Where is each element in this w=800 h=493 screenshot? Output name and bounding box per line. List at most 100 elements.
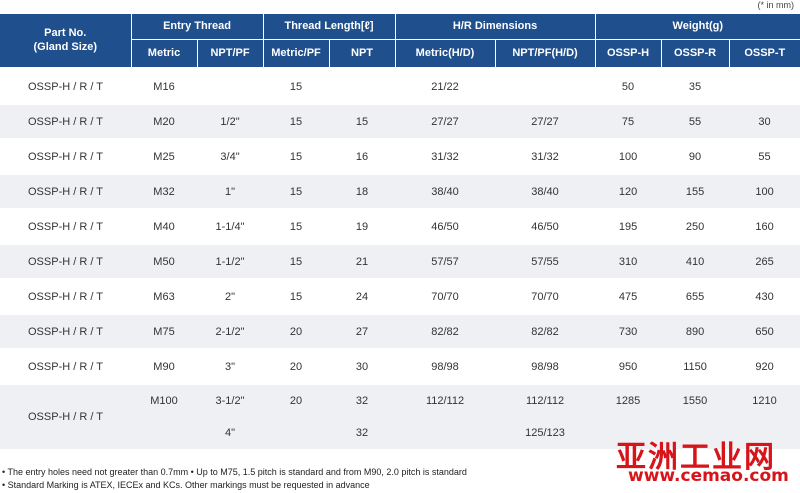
cell-part: OSSP-H / R / T (0, 105, 131, 138)
cell-metric: M40 (131, 208, 197, 245)
header-entry-thread: Entry Thread (131, 14, 264, 40)
cell-npt-pf: 3-1/2" (197, 385, 264, 417)
cell-tl-npt: 18 (329, 175, 396, 208)
header-part-no: Part No. (Gland Size) (0, 14, 132, 68)
cell-metric: M75 (131, 315, 197, 348)
cell-hr-metric: 27/27 (395, 105, 496, 138)
header-npt: NPT (329, 39, 396, 68)
unit-note: (* in mm) (757, 0, 795, 10)
cell-hr-npt: 38/40 (495, 175, 596, 208)
cell-npt-pf: 1/2" (197, 105, 264, 138)
cell-tl-npt: 15 (329, 105, 396, 138)
cell-weight-t (729, 67, 800, 105)
cell-weight-h: 50 (595, 67, 662, 105)
header-ossp-h: OSSP-H (595, 39, 662, 68)
cell-weight-h: 310 (595, 245, 662, 278)
cell-tl-npt: 21 (329, 245, 396, 278)
cell-weight-h: 950 (595, 348, 662, 385)
cell-hr-npt: 46/50 (495, 208, 596, 245)
cell-tl-metric: 15 (263, 175, 330, 208)
footnotes: • The entry holes need not greater than … (2, 466, 467, 492)
watermark-logo: 亚洲工业网 www.cemao.com (612, 432, 798, 490)
cell-weight-r (661, 417, 730, 449)
footnote-line: • Standard Marking is ATEX, IECEx and KC… (2, 480, 370, 490)
cell-metric (131, 417, 197, 449)
cell-tl-npt: 19 (329, 208, 396, 245)
cell-part: OSSP-H / R / T (0, 315, 131, 348)
cell-npt-pf: 1" (197, 175, 264, 208)
table-row: OSSP-H / R / T M25 3/4" 15 16 31/32 31/32 100 90… (0, 138, 800, 175)
table-row: OSSP-H / R / T M16 15 21/22 50 35 (0, 67, 800, 105)
header-metric-hd: Metric(H/D) (395, 39, 496, 68)
spec-table: Part No. (Gland Size) Entry Thread Threa… (0, 14, 800, 449)
cell-weight-t: 920 (729, 348, 800, 385)
cell-npt-pf: 1-1/2" (197, 245, 264, 278)
cell-weight-t: 55 (729, 138, 800, 175)
cell-metric: M90 (131, 348, 197, 385)
cell-part: OSSP-H / R / T (0, 67, 131, 105)
cell-hr-metric: 31/32 (395, 138, 496, 175)
header-npt-pf-hd: NPT/PF(H/D) (495, 39, 596, 68)
cell-metric: M50 (131, 245, 197, 278)
cell-hr-npt: 82/82 (495, 315, 596, 348)
footnote-line: • The entry holes need not greater than … (2, 467, 467, 477)
cell-weight-h: 195 (595, 208, 662, 245)
table-row: OSSP-H / R / T M75 2-1/2" 20 27 82/82 82/82 730… (0, 315, 800, 348)
cell-weight-t: 100 (729, 175, 800, 208)
cell-tl-npt: 32 (329, 417, 396, 449)
table-row: OSSP-H / R / T M90 3" 20 30 98/98 98/98 950 1150… (0, 348, 800, 385)
header-hr-dimensions: H/R Dimensions (395, 14, 596, 40)
table-row: OSSP-H / R / T M20 1/2" 15 15 27/27 27/27 75 55 3… (0, 105, 800, 138)
cell-tl-npt: 24 (329, 278, 396, 315)
table-row: OSSP-H / R / T M32 1" 15 18 38/40 38/40 120 155 1… (0, 175, 800, 208)
cell-weight-r: 890 (661, 315, 730, 348)
cell-hr-npt: 27/27 (495, 105, 596, 138)
cell-tl-metric: 20 (263, 315, 330, 348)
cell-weight-r: 655 (661, 278, 730, 315)
watermark-cn: 亚洲工业网 (616, 440, 776, 475)
table-row: OSSP-H / R / T M40 1-1/4" 15 19 46/50 46/50 195… (0, 208, 800, 245)
cell-tl-metric: 20 (263, 385, 330, 417)
cell-weight-h: 1285 (595, 385, 662, 417)
cell-part: OSSP-H / R / T (0, 208, 131, 245)
table-row: 4" 32 125/123 (0, 417, 800, 449)
cell-hr-metric: 57/57 (395, 245, 496, 278)
cell-npt-pf (197, 67, 264, 105)
cell-hr-npt: 112/112 (495, 385, 596, 417)
header-row-groups: Part No. (Gland Size) Entry Thread Threa… (0, 14, 800, 68)
cell-hr-npt: 57/55 (495, 245, 596, 278)
cell-metric: M100 (131, 385, 197, 417)
cell-metric: M32 (131, 175, 197, 208)
cell-weight-t: 160 (729, 208, 800, 245)
cell-tl-npt (329, 67, 396, 105)
cell-weight-r: 1550 (661, 385, 730, 417)
cell-hr-npt: 125/123 (495, 417, 596, 449)
cell-metric: M16 (131, 67, 197, 105)
cell-part: OSSP-H / R / T (0, 245, 131, 278)
cell-part: OSSP-H / R / T (0, 175, 131, 208)
cell-npt-pf: 2" (197, 278, 264, 315)
header-row-sub: Metric NPT/PF Metric/PF NPT Metric(H/D) … (0, 39, 800, 68)
cell-part: OSSP-H / R / T (0, 348, 131, 385)
cell-weight-r: 55 (661, 105, 730, 138)
cell-tl-metric: 15 (263, 67, 330, 105)
cell-hr-metric: 98/98 (395, 348, 496, 385)
cell-weight-r: 90 (661, 138, 730, 175)
cell-weight-r: 155 (661, 175, 730, 208)
cell-npt-pf: 3" (197, 348, 264, 385)
cell-tl-metric: 15 (263, 208, 330, 245)
cell-tl-npt: 16 (329, 138, 396, 175)
cell-weight-h: 100 (595, 138, 662, 175)
cell-tl-metric: 15 (263, 245, 330, 278)
cell-hr-metric: 112/112 (395, 385, 496, 417)
cell-weight-h: 475 (595, 278, 662, 315)
cell-weight-r: 410 (661, 245, 730, 278)
cell-tl-npt: 27 (329, 315, 396, 348)
cell-hr-npt: 70/70 (495, 278, 596, 315)
table-row: OSSP-H / R / T M100 3-1/2" 20 32 112/112… (0, 385, 800, 449)
cell-tl-npt: 30 (329, 348, 396, 385)
header-npt-pf: NPT/PF (197, 39, 264, 68)
cell-tl-metric: 20 (263, 348, 330, 385)
cell-tl-metric (263, 417, 330, 449)
cell-hr-metric (395, 417, 496, 449)
